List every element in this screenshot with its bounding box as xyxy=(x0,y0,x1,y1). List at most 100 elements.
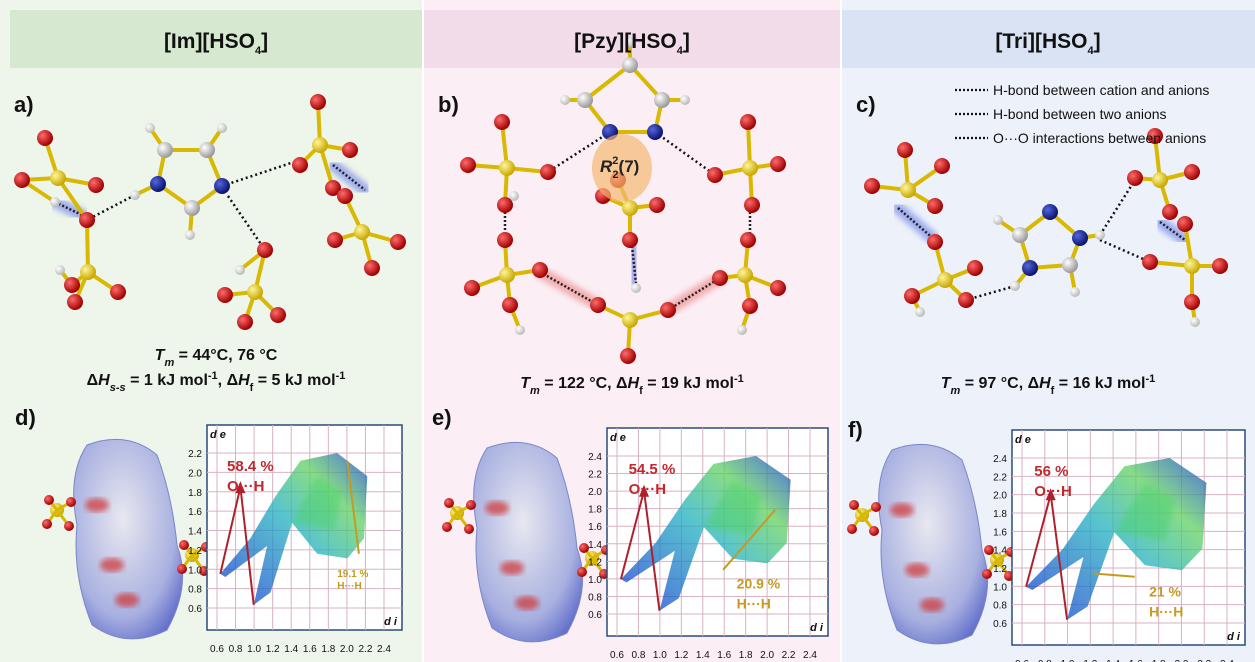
y-tick-label: 2.0 xyxy=(188,468,202,479)
atom-O xyxy=(1162,204,1178,220)
atom-O xyxy=(337,188,353,204)
property-part: = 97 °C, Δ xyxy=(960,375,1039,392)
atom-N xyxy=(1022,260,1038,276)
property-part: s-s xyxy=(110,382,126,394)
x-tick-label: 0.8 xyxy=(229,644,243,655)
atom-H xyxy=(737,325,747,335)
anion-O xyxy=(871,502,881,512)
plot-label: e) xyxy=(432,405,452,430)
atom-O xyxy=(649,197,665,213)
y-tick-label: 0.8 xyxy=(188,585,202,596)
atom-O xyxy=(390,234,406,250)
property-part: = 19 kJ mol xyxy=(643,375,734,392)
atom-H xyxy=(1070,287,1080,297)
structure-label: b) xyxy=(438,92,459,117)
minor-contact: H···H xyxy=(737,596,771,612)
x-tick-label: 2.2 xyxy=(782,650,796,661)
atom-C xyxy=(199,142,215,158)
x-tick-label: 0.6 xyxy=(210,644,224,655)
x-tick-label: 1.4 xyxy=(696,650,710,661)
x-tick-label: 1.2 xyxy=(674,650,688,661)
atom-O xyxy=(64,277,80,293)
atom-O xyxy=(110,284,126,300)
y-tick-label: 1.6 xyxy=(588,522,602,533)
y-tick-label: 0.6 xyxy=(993,619,1007,630)
y-tick-label: 2.2 xyxy=(188,449,202,460)
atom-H xyxy=(1010,281,1020,291)
atom-O xyxy=(770,156,786,172)
header-part: ] xyxy=(1094,30,1101,53)
atom-O xyxy=(540,164,556,180)
atom-S xyxy=(499,267,515,283)
atom-C xyxy=(654,92,670,108)
panel-header: [Pzy][HSO4] xyxy=(574,30,690,57)
atom-O xyxy=(712,270,728,286)
anion-O xyxy=(66,497,76,507)
atom-H xyxy=(130,190,140,200)
atom-N xyxy=(1042,204,1058,220)
y-tick-label: 1.0 xyxy=(993,582,1007,593)
x-axis-label: d i xyxy=(1227,631,1241,643)
atom-H xyxy=(1095,230,1105,240)
y-tick-label: 1.2 xyxy=(588,557,602,568)
x-tick-label: 1.0 xyxy=(653,650,667,661)
property-part: -1 xyxy=(208,370,218,382)
atom-O xyxy=(497,232,513,248)
minor-contact: H···H xyxy=(337,581,361,592)
atom-O xyxy=(620,348,636,364)
atom-O xyxy=(37,130,53,146)
atom-O xyxy=(707,167,723,183)
anion-O xyxy=(466,500,476,510)
y-tick-label: 2.2 xyxy=(993,472,1007,483)
property-part: = 16 kJ mol xyxy=(1054,375,1145,392)
panel-header: [Im][HSO4] xyxy=(164,30,268,57)
property-part: Δ xyxy=(87,372,99,389)
x-axis-label: d i xyxy=(384,616,398,628)
atom-O xyxy=(740,114,756,130)
y-tick-label: 1.2 xyxy=(993,564,1007,575)
y-axis-label: d e xyxy=(1015,434,1031,446)
atom-O xyxy=(1177,216,1193,232)
anion-O xyxy=(464,524,474,534)
atom-N xyxy=(647,124,663,140)
atom-O xyxy=(257,242,273,258)
atom-O xyxy=(342,142,358,158)
legend-label: H-bond between two anions xyxy=(993,106,1167,122)
atom-H xyxy=(1190,317,1200,327)
property-part: = 1 kJ mol xyxy=(126,372,208,389)
atom-S xyxy=(247,284,263,300)
atom-O xyxy=(897,142,913,158)
surface-spot xyxy=(85,498,109,512)
x-axis-label: d i xyxy=(810,622,824,634)
atom-O xyxy=(79,212,95,228)
ring-part: 2 xyxy=(612,155,618,167)
minor-contact: H···H xyxy=(1149,604,1183,620)
atom-S xyxy=(80,264,96,280)
atom-H xyxy=(631,283,641,293)
x-tick-label: 1.4 xyxy=(284,644,298,655)
atom-O xyxy=(958,292,974,308)
y-tick-label: 1.4 xyxy=(993,546,1007,557)
y-tick-label: 2.4 xyxy=(993,454,1007,465)
surface-spot xyxy=(485,501,509,515)
y-tick-label: 1.4 xyxy=(188,527,202,538)
surface-spot xyxy=(905,563,929,577)
atom-O xyxy=(967,260,983,276)
x-tick-label: 2.4 xyxy=(803,650,817,661)
atom-H xyxy=(50,197,60,207)
atom-C xyxy=(577,92,593,108)
anion-O xyxy=(442,522,452,532)
header-part: ] xyxy=(683,30,690,53)
atom-H xyxy=(680,95,690,105)
atom-O xyxy=(14,172,30,188)
atom-S xyxy=(900,182,916,198)
ring-part: (7) xyxy=(619,157,640,176)
atom-O xyxy=(1127,170,1143,186)
atom-O xyxy=(927,234,943,250)
atom-O xyxy=(532,262,548,278)
atom-O xyxy=(310,94,326,110)
anion-O xyxy=(577,567,587,577)
structure-label: a) xyxy=(14,92,34,117)
property-part: H xyxy=(628,375,640,392)
atom-C xyxy=(1012,227,1028,243)
